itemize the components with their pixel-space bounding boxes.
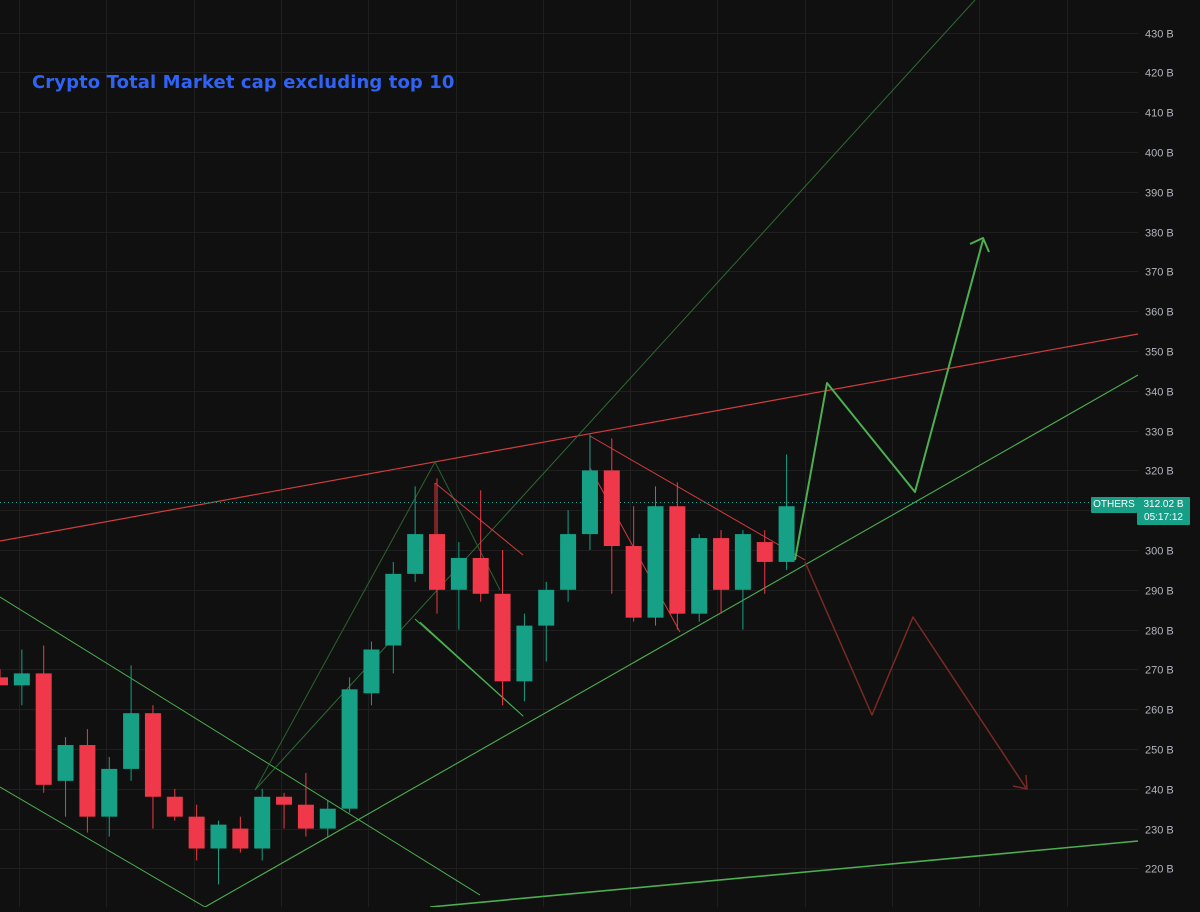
candle-body-down [35,673,52,785]
candle-body-up [123,713,140,769]
y-axis-tick-label: 360 B [1145,307,1174,319]
candle-body-up [407,534,424,574]
y-axis-tick-label: 410 B [1145,108,1174,120]
bearish-projection-path [804,561,1027,789]
countdown-label: 05:17:12 [1144,512,1183,523]
last-price-tag: 312.02 B 05:17:12 [1137,497,1190,525]
rising-channel-line [254,0,976,791]
y-axis-tick-label: 340 B [1145,387,1174,399]
y-axis-tick-label: 420 B [1145,68,1174,80]
y-axis-tick-label: 260 B [1145,705,1174,717]
candle-body-down [79,745,96,817]
y-axis-tick-label: 330 B [1145,427,1174,439]
candle-body-down [713,538,730,590]
candle-body-down [494,593,511,682]
y-axis-tick-label: 250 B [1145,745,1174,757]
descending-channel-lower [0,786,206,908]
y-axis-tick-label: 290 B [1145,586,1174,598]
candle-body-down [625,546,642,618]
candle-body-up [210,824,227,849]
flag-upper-right [589,435,806,561]
pullback-flag-lower [414,618,524,717]
y-axis-tick-label: 430 B [1145,29,1174,41]
candle-body-up [319,808,336,829]
rising-wedge-left [254,461,436,791]
candle-body-up [363,649,380,694]
candle-body-up [385,573,402,646]
bullish-projection-path [794,239,984,561]
candle-body-up [516,625,533,682]
y-axis-tick-label: 320 B [1145,466,1174,478]
lower-trendline [429,840,1139,908]
y-axis-tick-label: 300 B [1145,546,1174,558]
candle-body-up [647,506,664,618]
candle-body-up [57,745,74,781]
bullish-arrowhead [969,237,990,253]
flag-upper-left [434,482,524,556]
y-axis-tick-label: 380 B [1145,228,1174,240]
candle-body-up [538,589,555,626]
candle-body-up [581,470,598,535]
candle-body-up [254,796,271,849]
y-axis-tick-label: 280 B [1145,626,1174,638]
y-axis-tick-label: 400 B [1145,148,1174,160]
candle-body-up [450,557,467,590]
last-price-label: 312.02 B [1143,499,1184,510]
candle-body-up [691,538,708,614]
y-axis-tick-label: 270 B [1145,665,1174,677]
candle-body-up [101,768,118,817]
candle-body-down [232,828,249,849]
candle-body-down [0,677,8,686]
y-axis-tick-label: 390 B [1145,188,1174,200]
support-trendline [204,374,1139,908]
y-axis-tick-label: 230 B [1145,825,1174,837]
candle-body-down [472,557,489,594]
candle-body-down [188,816,205,849]
resistance-trendline [0,333,1139,542]
symbol-tag: OTHERS [1091,497,1137,513]
candle-body-up [560,534,577,590]
candle-body-down [756,542,773,562]
candle-body-down [144,713,161,797]
candle-body-down [669,506,686,614]
candle-body-down [166,796,183,817]
candle-body-down [603,470,620,547]
chart-title: Crypto Total Market cap excluding top 10 [32,72,455,93]
candle-body-down [429,534,445,590]
y-axis-tick-label: 350 B [1145,347,1174,359]
y-axis-tick-label: 240 B [1145,785,1174,797]
bearish-arrowhead [1012,774,1028,790]
candle-body-up [13,673,30,686]
y-axis-tick-label: 220 B [1145,864,1174,876]
candle-body-down [297,804,314,829]
y-axis-tick-label: 370 B [1145,267,1174,279]
candle-body-down [276,796,293,805]
candle-body-up [341,689,358,809]
candle-body-up [734,534,751,590]
candle-body-up [778,506,795,562]
rising-wedge-right [434,461,501,591]
descending-channel-upper [0,596,481,896]
